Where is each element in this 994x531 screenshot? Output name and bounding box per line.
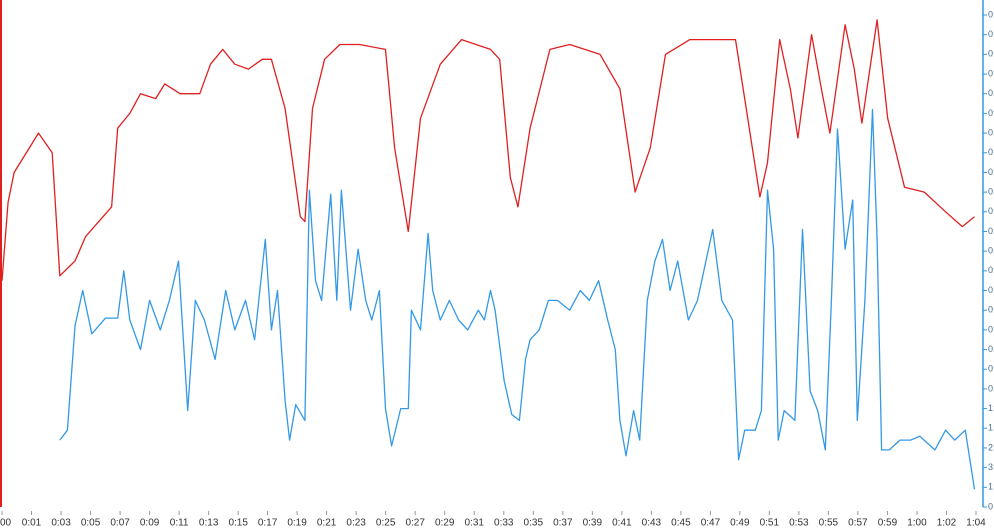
- x-tick-label: 0:03: [51, 518, 71, 529]
- y2-tick-label: 0:: [988, 285, 994, 295]
- x-tick-label: 0:59: [878, 518, 898, 529]
- x-tick-label: 0:33: [494, 518, 514, 529]
- x-tick-label: 0:39: [583, 518, 603, 529]
- y2-tick-label: 0:: [988, 108, 994, 118]
- x-tick-label: 0:09: [140, 518, 160, 529]
- y2-tick-label: 2:: [988, 442, 994, 452]
- y2-tick-label: 0:: [988, 9, 994, 19]
- y2-tick-label: 0:: [988, 167, 994, 177]
- y2-tick-label: 0:: [988, 88, 994, 98]
- y2-tick-label: 0:: [988, 305, 994, 315]
- x-tick-label: 0:35: [524, 518, 544, 529]
- y2-tick-label: 3:: [988, 462, 994, 472]
- y2-tick-label: 0:: [988, 364, 994, 374]
- x-tick-label: 0:41: [612, 518, 632, 529]
- x-tick-label: 0:45: [671, 518, 691, 529]
- y2-tick-label: 0:: [988, 226, 994, 236]
- x-tick-label: 0:17: [258, 518, 278, 529]
- x-tick-label: 1:00: [907, 518, 927, 529]
- series-line: [1, 19, 975, 281]
- x-tick-label: 0:01: [22, 518, 42, 529]
- x-tick-label: 0:43: [642, 518, 662, 529]
- x-tick-label: 0:49: [730, 518, 750, 529]
- x-tick-label: 0:57: [848, 518, 868, 529]
- series-line: [59, 108, 976, 490]
- x-tick-label: 0:15: [228, 518, 248, 529]
- x-tick-label: 0:11: [170, 518, 189, 529]
- x-tick-label: 0:31: [465, 518, 485, 529]
- y2-tick-label: 0:: [988, 147, 994, 157]
- x-tick-label: 0:13: [199, 518, 219, 529]
- y2-tick-label: 0:: [988, 246, 994, 256]
- x-tick-label: 00: [0, 518, 12, 529]
- y2-tick-label: 0:: [988, 265, 994, 275]
- y2-tick-label: 1:: [988, 403, 994, 413]
- y2-tick-label: 0:: [988, 206, 994, 216]
- y2-tick-label: 0:: [988, 383, 994, 393]
- y2-tick-label: 1:: [988, 482, 994, 492]
- y2-tick-label: 0: [988, 501, 993, 511]
- x-tick-label: 0:27: [405, 518, 425, 529]
- y2-tick-label: 0:: [988, 324, 994, 334]
- x-tick-label: 0:51: [760, 518, 780, 529]
- y2-tick-label: 0:: [988, 29, 994, 39]
- x-tick-label: 0:05: [81, 518, 101, 529]
- x-tick-label: 0:53: [789, 518, 809, 529]
- y2-tick-label: 0:: [988, 186, 994, 196]
- y2-tick-label: 0:: [988, 68, 994, 78]
- x-tick-label: 1:04: [966, 518, 986, 529]
- y2-tick-label: 0:: [988, 49, 994, 59]
- y2-tick-label: 0:: [988, 344, 994, 354]
- x-tick-label: 0:07: [110, 518, 130, 529]
- x-tick-label: 0:21: [317, 518, 337, 529]
- y2-tick-label: 0:: [988, 127, 994, 137]
- x-tick-label: 0:37: [553, 518, 573, 529]
- x-tick-label: 0:25: [376, 518, 396, 529]
- x-tick-label: 0:29: [435, 518, 455, 529]
- y2-tick-label: 1:: [988, 423, 994, 433]
- x-tick-label: 0:23: [346, 518, 366, 529]
- x-tick-label: 0:55: [819, 518, 839, 529]
- x-tick-label: 0:19: [287, 518, 307, 529]
- x-tick-label: 0:47: [701, 518, 721, 529]
- x-tick-label: 1:02: [937, 518, 957, 529]
